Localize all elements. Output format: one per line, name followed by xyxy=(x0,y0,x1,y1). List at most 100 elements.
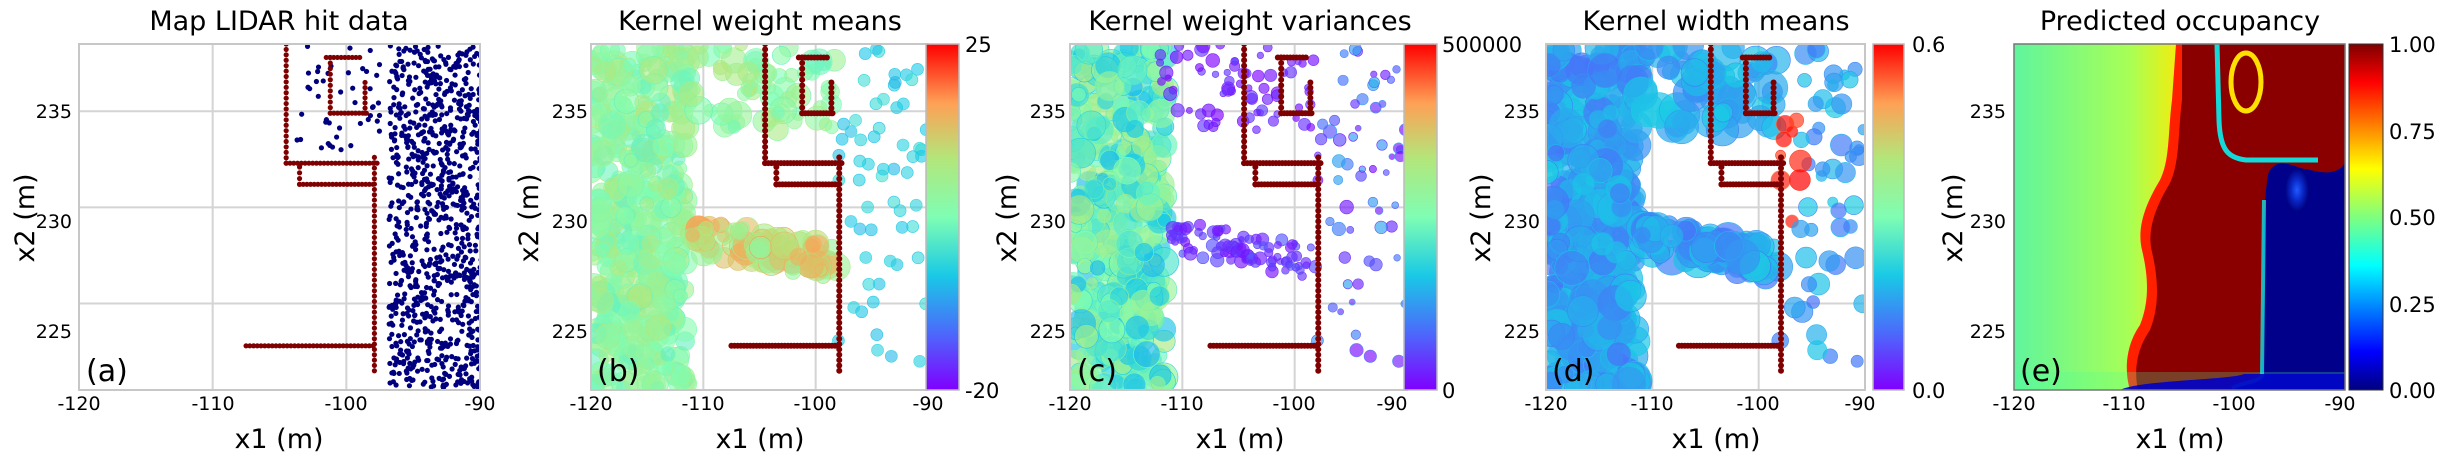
free-hit-point xyxy=(405,348,411,354)
free-hit-point xyxy=(414,368,421,374)
free-hit-point xyxy=(459,203,465,209)
free-hit-point xyxy=(401,123,407,130)
free-hit-point xyxy=(431,383,437,389)
kernel-point xyxy=(1348,131,1358,142)
kernel-point xyxy=(859,251,873,264)
free-hit-point xyxy=(433,64,439,70)
kernel-point xyxy=(1807,95,1824,112)
kernel-point xyxy=(660,196,682,218)
occupied-hit-point xyxy=(345,110,351,116)
free-hit-point xyxy=(424,247,430,253)
free-hit-point xyxy=(463,76,469,82)
free-hit-point xyxy=(419,116,425,122)
free-hit-point xyxy=(454,291,460,298)
occupied-hit-point xyxy=(1777,223,1784,230)
free-hit-point xyxy=(423,96,429,102)
occupied-hit-point xyxy=(1315,362,1322,369)
kernel-point xyxy=(1070,105,1081,121)
free-hit-point xyxy=(397,115,403,121)
kernel-point xyxy=(1349,343,1364,358)
panel-c-occupied-hits xyxy=(1207,44,1324,374)
occupied-hit-point xyxy=(836,287,843,294)
kernel-point xyxy=(1261,93,1274,105)
free-hit-point xyxy=(393,297,399,303)
occupied-hit-point xyxy=(330,181,336,187)
occupied-hit-point xyxy=(318,343,324,349)
occupied-hit-point xyxy=(283,149,289,155)
panel-d-colorbar-max: 0.6 xyxy=(1912,33,1945,57)
kernel-point xyxy=(1337,74,1349,86)
kernel-point xyxy=(1198,231,1207,241)
free-hit-point xyxy=(388,313,394,319)
free-hit-point xyxy=(431,104,437,110)
free-hit-point xyxy=(404,137,410,143)
kernel-point xyxy=(1376,139,1388,151)
kernel-point xyxy=(1546,216,1561,236)
occupied-hit-point xyxy=(371,357,378,363)
occupied-hit-point xyxy=(836,165,843,172)
occupied-hit-point xyxy=(1278,93,1285,100)
free-hit-point xyxy=(466,332,472,338)
free-hit-point xyxy=(427,260,433,267)
free-hit-point xyxy=(474,132,480,139)
occupied-hit-point xyxy=(254,343,260,349)
panel-a-ylabel: x2 (m) xyxy=(10,173,41,262)
occupied-hit-point xyxy=(1278,87,1285,94)
free-hit-point xyxy=(374,72,380,78)
free-hit-point xyxy=(454,256,460,262)
kernel-point xyxy=(1238,236,1245,243)
free-hit-point xyxy=(443,61,449,67)
panel-d-ylabel: x2 (m) xyxy=(1466,173,1497,262)
free-hit-point xyxy=(401,296,407,302)
kernel-point xyxy=(1800,276,1817,293)
free-hit-point xyxy=(395,171,402,177)
kernel-point xyxy=(1844,195,1864,216)
occupied-hit-point xyxy=(1278,104,1285,111)
free-hit-point xyxy=(425,140,431,146)
occupied-hit-point xyxy=(306,160,312,166)
free-hit-point xyxy=(425,66,431,72)
free-hit-point xyxy=(454,202,461,209)
kernel-point xyxy=(645,118,666,139)
panel-c-ytick: 225 xyxy=(1030,321,1066,343)
free-hit-point xyxy=(415,154,422,160)
kernel-point xyxy=(1388,153,1396,161)
free-hit-point xyxy=(456,90,462,96)
kernel-point xyxy=(1831,93,1853,115)
free-hit-point xyxy=(463,62,469,69)
occupied-hit-point xyxy=(359,160,365,166)
kernel-point xyxy=(866,295,880,309)
kernel-point xyxy=(864,223,878,237)
free-hit-point xyxy=(397,105,403,111)
occupied-hit-point xyxy=(325,160,331,166)
free-hit-point xyxy=(455,245,462,251)
kernel-point xyxy=(909,198,923,212)
panel-d-xtick: -120 xyxy=(1524,393,1567,415)
occupied-hit-point xyxy=(371,298,378,305)
occupied-hit-point xyxy=(1241,111,1248,118)
kernel-point xyxy=(623,153,638,168)
panel-b-xtick: -110 xyxy=(681,393,724,415)
free-hit-point xyxy=(462,254,468,260)
free-hit-point xyxy=(418,191,425,197)
occupied-hit-point xyxy=(1315,175,1322,182)
kernel-point xyxy=(1113,156,1141,185)
free-hit-point xyxy=(418,337,424,343)
occupied-hit-point xyxy=(371,197,378,203)
free-hit-point xyxy=(420,106,426,112)
kernel-point xyxy=(1125,315,1149,340)
panel-b-xtick: -120 xyxy=(569,393,612,415)
free-hit-point xyxy=(395,161,401,167)
occupied-hit-point xyxy=(762,51,769,58)
free-hit-point xyxy=(393,112,399,118)
kernel-point xyxy=(1370,70,1378,78)
occupied-hit-point xyxy=(836,303,843,310)
occupied-hit-point xyxy=(371,240,378,246)
occupied-hit-point xyxy=(327,66,333,72)
occupied-hit-point xyxy=(1315,223,1322,230)
occupied-hit-point xyxy=(836,362,843,369)
occupied-hit-point xyxy=(283,160,289,166)
kernel-point xyxy=(887,195,901,209)
occupied-hit-point xyxy=(371,224,378,230)
free-hit-point xyxy=(399,132,405,139)
